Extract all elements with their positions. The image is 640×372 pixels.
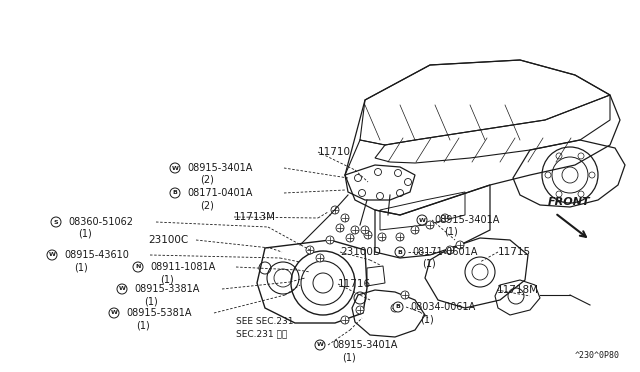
Circle shape — [456, 241, 464, 249]
Text: FRONT: FRONT — [548, 197, 591, 207]
Text: 08915-3381A: 08915-3381A — [134, 284, 200, 294]
Circle shape — [361, 226, 369, 234]
Text: W: W — [317, 343, 323, 347]
Circle shape — [170, 163, 180, 173]
Text: (1): (1) — [74, 262, 88, 272]
Text: 11713M: 11713M — [234, 212, 276, 222]
Text: N: N — [135, 264, 141, 269]
Circle shape — [346, 234, 354, 242]
Text: 08171-0401A: 08171-0401A — [187, 188, 252, 198]
Circle shape — [336, 224, 344, 232]
Circle shape — [426, 221, 434, 229]
Text: (1): (1) — [78, 229, 92, 239]
Circle shape — [51, 217, 61, 227]
Circle shape — [411, 226, 419, 234]
Text: 08911-1081A: 08911-1081A — [150, 262, 215, 272]
Text: B: B — [396, 305, 401, 310]
Circle shape — [356, 306, 364, 314]
Circle shape — [133, 262, 143, 272]
Circle shape — [378, 233, 386, 241]
Circle shape — [364, 231, 372, 239]
Text: W: W — [118, 286, 125, 292]
Circle shape — [341, 316, 349, 324]
Text: 11715: 11715 — [498, 247, 531, 257]
Text: 08915-5381A: 08915-5381A — [126, 308, 191, 318]
Text: B: B — [173, 190, 177, 196]
Text: ^230^0P80: ^230^0P80 — [575, 351, 620, 360]
Text: SEC.231 参照: SEC.231 参照 — [236, 330, 287, 339]
Text: W: W — [49, 253, 56, 257]
Circle shape — [351, 226, 359, 234]
Circle shape — [316, 254, 324, 262]
Circle shape — [331, 206, 339, 214]
Circle shape — [393, 302, 403, 312]
Circle shape — [391, 304, 399, 312]
Circle shape — [401, 291, 409, 299]
Circle shape — [396, 233, 404, 241]
Circle shape — [395, 247, 405, 257]
Circle shape — [446, 246, 454, 254]
Text: 08915-3401A: 08915-3401A — [434, 215, 499, 225]
Text: W: W — [172, 166, 179, 170]
Text: SEE SEC.231: SEE SEC.231 — [236, 317, 294, 327]
Text: 11718M: 11718M — [497, 285, 539, 295]
Text: (1): (1) — [144, 296, 157, 306]
Text: (2): (2) — [200, 175, 214, 185]
Text: 08915-3401A: 08915-3401A — [187, 163, 252, 173]
Circle shape — [326, 236, 334, 244]
Text: 23100C: 23100C — [148, 235, 188, 245]
Circle shape — [117, 284, 127, 294]
Circle shape — [170, 188, 180, 198]
Circle shape — [441, 214, 449, 222]
Text: W: W — [111, 311, 117, 315]
Text: (1): (1) — [420, 314, 434, 324]
Text: S: S — [54, 219, 58, 224]
Text: (1): (1) — [422, 259, 436, 269]
Text: B: B — [397, 250, 403, 254]
Text: 08171-0601A: 08171-0601A — [412, 247, 477, 257]
Text: 08360-51062: 08360-51062 — [68, 217, 133, 227]
Text: (1): (1) — [444, 227, 458, 237]
Circle shape — [306, 246, 314, 254]
Circle shape — [47, 250, 57, 260]
Text: (1): (1) — [160, 274, 173, 284]
Circle shape — [341, 214, 349, 222]
Text: (1): (1) — [136, 320, 150, 330]
Circle shape — [109, 308, 119, 318]
Text: (2): (2) — [200, 200, 214, 210]
Circle shape — [315, 340, 325, 350]
Text: 11716: 11716 — [338, 279, 371, 289]
Text: 23100D: 23100D — [340, 247, 381, 257]
Text: 08915-3401A: 08915-3401A — [332, 340, 397, 350]
Text: W: W — [419, 218, 426, 222]
Text: (1): (1) — [342, 352, 356, 362]
Text: 11710: 11710 — [318, 147, 351, 157]
Text: 08915-43610: 08915-43610 — [64, 250, 129, 260]
Text: 08034-0061A: 08034-0061A — [410, 302, 476, 312]
Circle shape — [417, 215, 427, 225]
